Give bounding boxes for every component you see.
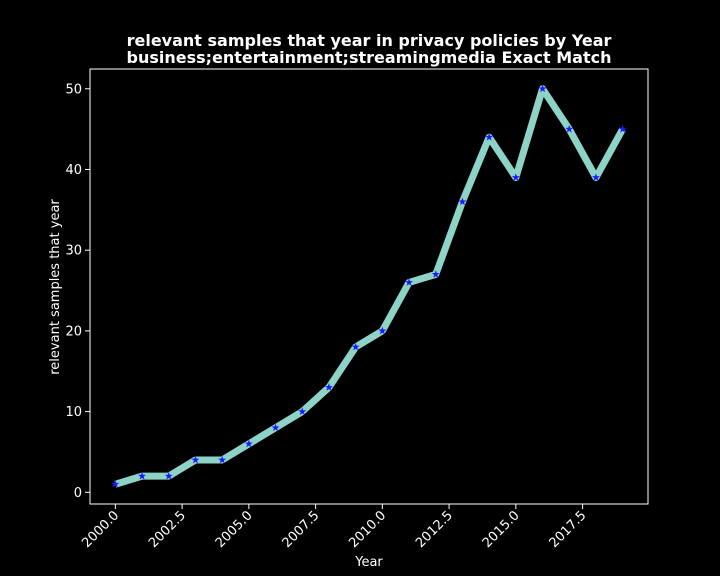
y-tick-label: 50 xyxy=(65,82,82,97)
y-tick-label: 10 xyxy=(65,405,82,420)
series-line xyxy=(114,85,626,488)
data-point xyxy=(458,197,467,206)
y-tick-label: 30 xyxy=(65,244,82,259)
x-tick-label: 2007.5 xyxy=(280,508,323,551)
data-point xyxy=(591,173,600,181)
data-point xyxy=(271,423,280,432)
data-point xyxy=(191,455,200,464)
data-point xyxy=(565,124,574,133)
data-point xyxy=(618,124,627,133)
plot-frame xyxy=(89,68,649,505)
data-point xyxy=(244,439,253,448)
x-tick-label: 2000.0 xyxy=(79,508,122,551)
plot-area xyxy=(89,68,649,505)
data-point xyxy=(111,480,120,488)
y-axis-ticks: 0 10 20 30 40 50 xyxy=(65,82,90,501)
chart-title-line1: relevant samples that year in privacy po… xyxy=(127,31,612,50)
data-point xyxy=(351,342,360,351)
x-tick-label: 2012.5 xyxy=(413,508,456,551)
data-point xyxy=(218,455,227,464)
x-tick-label: 2010.0 xyxy=(346,508,389,551)
x-tick-label: 2002.5 xyxy=(146,508,189,551)
chart-title-line2: business;entertainment;streamingmedia Ex… xyxy=(127,48,612,67)
data-point xyxy=(538,84,547,93)
y-tick-label: 0 xyxy=(74,486,82,501)
data-point xyxy=(405,278,414,286)
x-axis-label: Year xyxy=(354,555,383,570)
data-point xyxy=(164,471,173,480)
x-axis-ticks: 2000.0 2002.5 2005.0 2007.5 2010.0 2012.5 2015… xyxy=(79,504,589,551)
data-point xyxy=(138,471,147,480)
y-tick-label: 20 xyxy=(65,324,82,339)
data-point xyxy=(378,326,387,335)
data-point xyxy=(298,407,307,415)
y-axis-label: relevant samples that year xyxy=(48,199,63,375)
data-point xyxy=(324,383,333,391)
x-tick-label: 2015.0 xyxy=(480,508,523,551)
data-point xyxy=(511,173,520,181)
data-point xyxy=(485,133,494,141)
x-tick-label: 2005.0 xyxy=(213,508,256,551)
data-point xyxy=(431,270,440,278)
y-tick-label: 40 xyxy=(65,163,82,178)
x-tick-label: 2017.5 xyxy=(547,508,590,551)
